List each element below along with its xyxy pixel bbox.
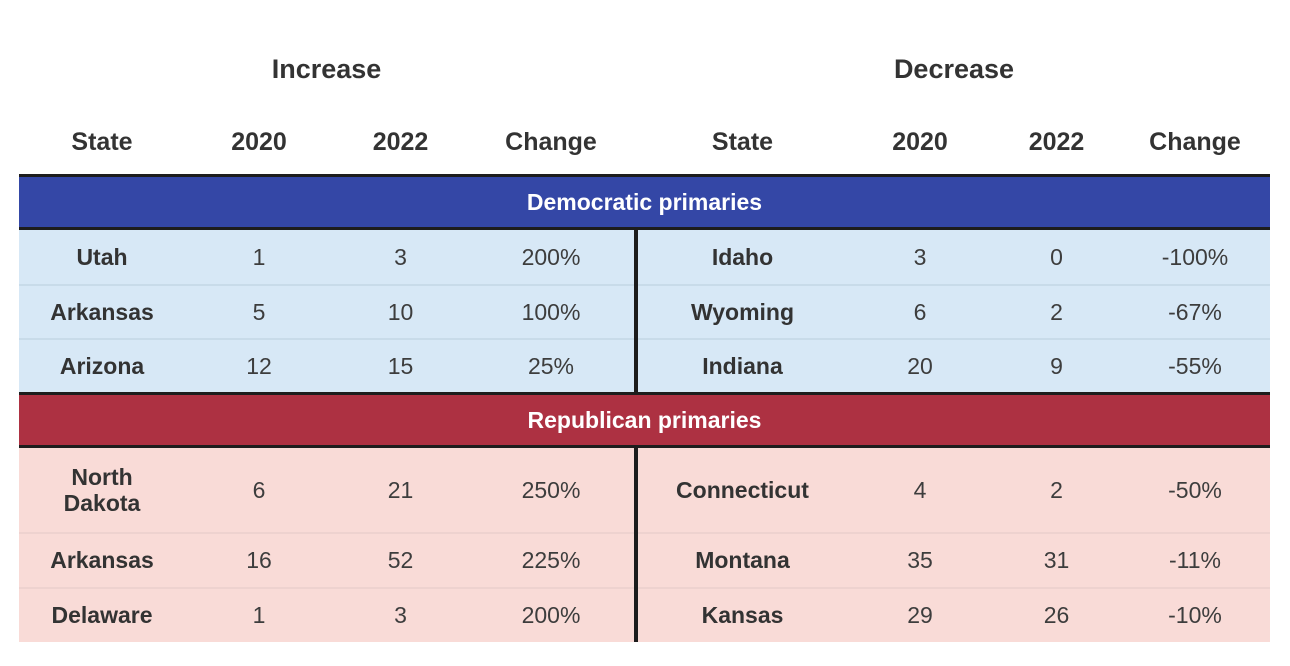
cell-2020: 1 [185, 230, 333, 284]
cell-change: 225% [468, 532, 634, 587]
group-header-row: Increase Decrease [19, 50, 1270, 88]
cell-state: Arizona [19, 338, 185, 392]
column-header-change-left: Change [505, 127, 597, 156]
cell-2020: 6 [847, 284, 993, 338]
cell-2022: 26 [993, 587, 1120, 642]
cell-change: 200% [468, 230, 634, 284]
group-header-decrease: Decrease [893, 53, 1015, 84]
cell-change: -50% [1120, 448, 1270, 532]
cell-change: -10% [1120, 587, 1270, 642]
cell-2022: 9 [993, 338, 1120, 392]
cell-2022: 10 [333, 284, 468, 338]
cell-change: 25% [468, 338, 634, 392]
cell-change: -67% [1120, 284, 1270, 338]
cell-change: -100% [1120, 230, 1270, 284]
cell-2022: 0 [993, 230, 1120, 284]
cell-2022: 31 [993, 532, 1120, 587]
cell-2020: 35 [847, 532, 993, 587]
cell-state: Arkansas [19, 532, 185, 587]
cell-2022: 15 [333, 338, 468, 392]
table-divider [634, 448, 638, 532]
cell-state: Indiana [638, 338, 847, 392]
cell-2020: 3 [847, 230, 993, 284]
cell-2020: 6 [185, 448, 333, 532]
state-label: North Dakota [63, 463, 141, 516]
republican-section-body: North Dakota 6 21 250% Connecticut 4 2 -… [19, 448, 1270, 642]
cell-change: -55% [1120, 338, 1270, 392]
cell-state: Idaho [638, 230, 847, 284]
cell-2022: 52 [333, 532, 468, 587]
section-header-republican: Republican primaries [19, 392, 1270, 448]
column-header-row: State 2020 2022 Change State 2020 2022 C… [19, 122, 1270, 162]
cell-2020: 5 [185, 284, 333, 338]
column-header-state-left: State [71, 127, 133, 156]
column-header-state-right: State [711, 127, 774, 156]
cell-2020: 1 [185, 587, 333, 642]
cell-2020: 4 [847, 448, 993, 532]
cell-change: -11% [1120, 532, 1270, 587]
cell-2022: 21 [333, 448, 468, 532]
cell-change: 250% [468, 448, 634, 532]
cell-2020: 29 [847, 587, 993, 642]
cell-state: Utah [19, 230, 185, 284]
cell-2020: 16 [185, 532, 333, 587]
column-header-2022-right: 2022 [1028, 127, 1085, 156]
cell-2022: 3 [333, 587, 468, 642]
column-header-change-right: Change [1149, 127, 1241, 156]
cell-state: Kansas [638, 587, 847, 642]
cell-2022: 2 [993, 448, 1120, 532]
cell-2022: 3 [333, 230, 468, 284]
cell-state: Wyoming [638, 284, 847, 338]
cell-state: Montana [638, 532, 847, 587]
cell-state: North Dakota [19, 448, 185, 532]
democratic-section-body: Utah 1 3 200% Idaho 3 0 -100% Arkansas 5… [19, 230, 1270, 392]
table-divider [634, 284, 638, 338]
column-header-2020-right: 2020 [892, 127, 948, 156]
table-divider [634, 532, 638, 587]
cell-state: Arkansas [19, 284, 185, 338]
cell-change: 100% [468, 284, 634, 338]
column-header-2022-left: 2022 [372, 127, 429, 156]
table-divider [634, 230, 638, 284]
group-header-increase: Increase [271, 53, 382, 84]
cell-2022: 2 [993, 284, 1120, 338]
cell-state: Delaware [19, 587, 185, 642]
column-header-2020-left: 2020 [231, 127, 287, 156]
cell-change: 200% [468, 587, 634, 642]
primaries-comparison-table: Increase Decrease State 2020 2022 Change… [19, 50, 1270, 642]
cell-state: Connecticut [638, 448, 847, 532]
cell-2020: 20 [847, 338, 993, 392]
table-divider [634, 587, 638, 642]
cell-2020: 12 [185, 338, 333, 392]
table-divider [634, 338, 638, 392]
section-header-democratic: Democratic primaries [19, 174, 1270, 230]
